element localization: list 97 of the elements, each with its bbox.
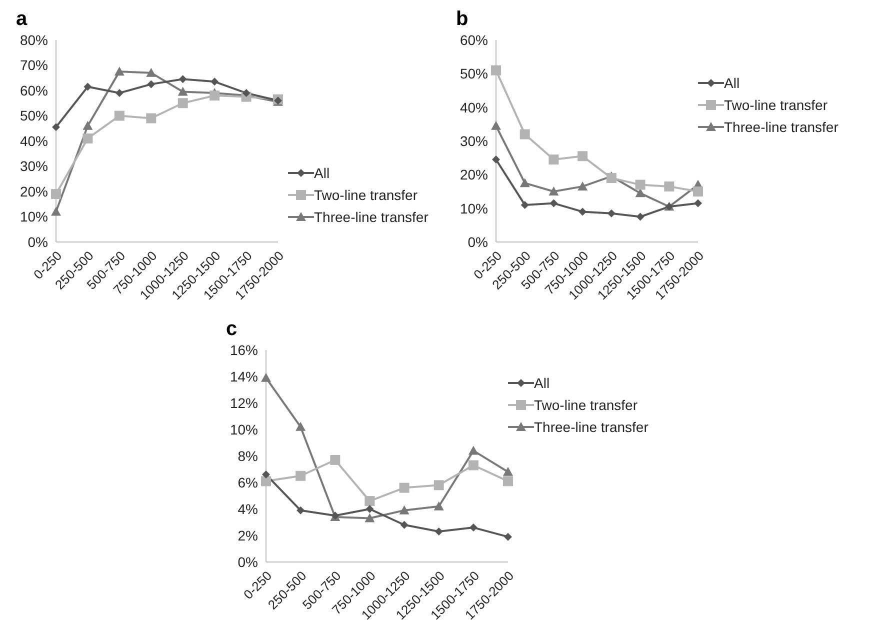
- point: [242, 89, 250, 98]
- legend-label: Two-line transfer: [534, 397, 638, 413]
- y-tick-label: 30%: [460, 132, 488, 149]
- chart-title: b: [455, 8, 470, 32]
- y-tick-label: 60%: [20, 82, 48, 98]
- point: [503, 466, 513, 476]
- point: [82, 133, 93, 144]
- point: [364, 496, 375, 506]
- y-tick-label: 0%: [238, 554, 258, 570]
- point: [114, 110, 124, 121]
- point: [178, 75, 187, 84]
- point: [261, 476, 271, 486]
- point: [84, 82, 92, 91]
- point: [262, 470, 270, 479]
- y-tick-label: 40%: [20, 132, 48, 149]
- point: [210, 78, 219, 86]
- point: [520, 200, 529, 209]
- point: [115, 89, 124, 98]
- point: [296, 422, 306, 431]
- point: [491, 120, 501, 130]
- point: [693, 186, 703, 196]
- legend-label: Three-line transfer: [724, 119, 838, 135]
- point: [548, 154, 559, 165]
- chart-title: c: [225, 318, 238, 342]
- point: [578, 151, 588, 162]
- legend-label: Three-line transfer: [534, 419, 648, 435]
- point: [82, 120, 93, 130]
- point: [330, 454, 340, 465]
- point: [146, 113, 156, 124]
- legend-label: All: [314, 165, 330, 181]
- point: [296, 470, 306, 481]
- y-tick-label: 16%: [230, 342, 258, 358]
- legend-label: All: [534, 375, 550, 391]
- point: [503, 476, 513, 486]
- point: [434, 480, 444, 490]
- point: [51, 206, 61, 216]
- y-tick-label: 10%: [230, 421, 258, 438]
- point: [606, 173, 616, 184]
- point: [261, 372, 271, 382]
- point: [147, 80, 156, 88]
- y-tick-label: 0%: [28, 234, 48, 250]
- legend-label: Three-line transfer: [314, 209, 428, 225]
- legend-label: Two-line transfer: [724, 97, 828, 113]
- point: [210, 90, 220, 101]
- point: [366, 505, 374, 513]
- point: [178, 86, 188, 96]
- y-tick-label: 6%: [238, 474, 258, 490]
- point: [550, 199, 558, 208]
- point: [664, 181, 674, 192]
- point: [491, 65, 501, 76]
- y-tick-label: 40%: [460, 99, 488, 116]
- chart-title: a: [15, 8, 28, 32]
- point: [52, 123, 60, 132]
- y-tick-label: 10%: [20, 208, 48, 225]
- y-tick-label: 30%: [20, 158, 48, 174]
- y-tick-label: 0%: [468, 234, 488, 250]
- y-tick-label: 2%: [238, 527, 258, 544]
- point: [636, 212, 644, 221]
- point: [504, 532, 512, 541]
- point: [492, 156, 500, 164]
- point: [578, 181, 588, 190]
- point: [399, 482, 410, 493]
- y-tick-label: 20%: [460, 166, 488, 183]
- legend-label: All: [724, 75, 740, 91]
- point: [469, 524, 478, 532]
- point: [694, 199, 702, 208]
- y-tick-label: 4%: [238, 500, 258, 517]
- y-tick-label: 12%: [230, 394, 258, 411]
- point: [468, 460, 478, 470]
- point: [635, 188, 646, 198]
- y-tick-label: 70%: [20, 57, 48, 74]
- point: [146, 68, 156, 77]
- point: [399, 505, 410, 514]
- point: [607, 209, 616, 218]
- point: [548, 186, 559, 196]
- y-tick-label: 14%: [230, 368, 258, 384]
- y-tick-label: 80%: [20, 32, 48, 48]
- legend-label: Two-line transfer: [314, 187, 418, 203]
- point: [114, 66, 124, 76]
- point: [51, 189, 61, 200]
- point: [434, 501, 444, 510]
- point: [635, 180, 646, 190]
- y-tick-label: 20%: [20, 183, 48, 200]
- y-tick-label: 60%: [460, 32, 488, 48]
- y-tick-label: 50%: [460, 66, 488, 82]
- point: [296, 506, 305, 514]
- y-tick-label: 50%: [20, 108, 48, 124]
- point: [468, 446, 478, 455]
- y-tick-label: 8%: [238, 448, 258, 464]
- y-tick-label: 10%: [460, 200, 488, 216]
- point: [178, 98, 188, 108]
- point: [520, 178, 530, 188]
- point: [400, 520, 408, 529]
- point: [578, 208, 587, 216]
- point: [434, 528, 443, 536]
- point: [520, 129, 530, 140]
- point: [364, 513, 375, 522]
